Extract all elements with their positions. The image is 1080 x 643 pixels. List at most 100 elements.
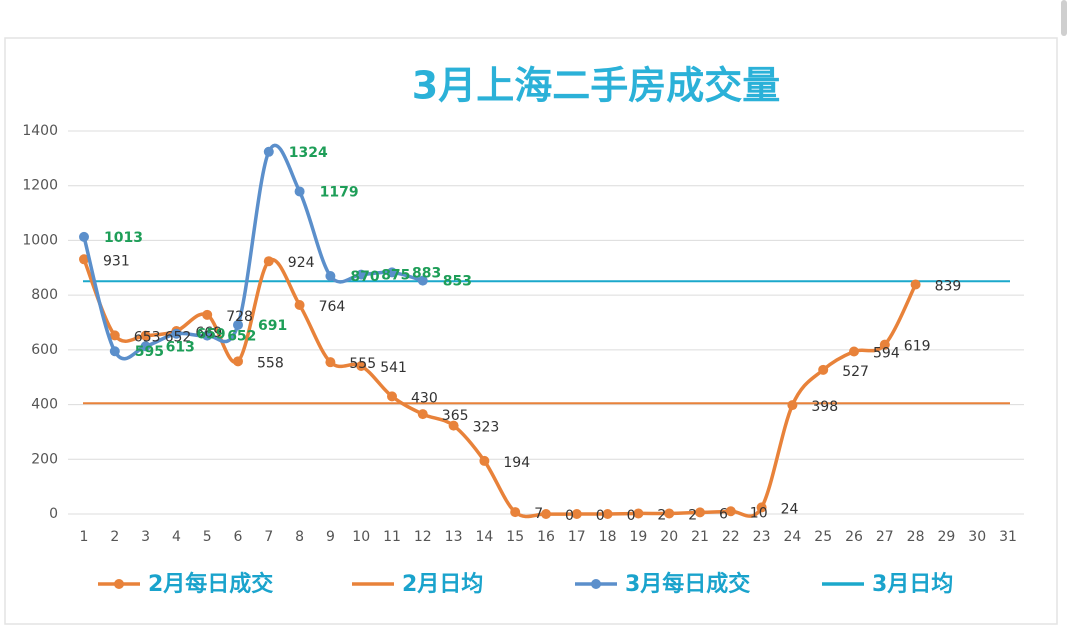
scrollbar [1061,0,1067,36]
x-tick-label: 8 [295,529,304,545]
point [787,400,798,411]
data-label: 1013 [104,230,143,246]
x-tick-label: 15 [506,529,524,545]
point [202,309,213,320]
x-tick-label: 23 [753,529,771,545]
point [202,330,213,341]
data-label: 2 [657,507,666,523]
point [140,341,151,352]
x-tick-label: 4 [172,529,181,545]
x-tick-label: 18 [599,529,617,545]
point [325,270,336,281]
data-label: 398 [811,399,838,415]
point [849,346,859,357]
x-tick-label: 29 [937,529,955,545]
x-tick-label: 27 [876,529,894,545]
x-tick-label: 17 [568,529,586,545]
chart-frame [4,37,1058,625]
legend-label: 2月每日成交 [148,571,273,597]
x-tick-label: 31 [999,529,1017,545]
data-label: 613 [166,339,195,355]
data-label: 853 [443,274,472,290]
point [79,254,89,265]
x-tick-label: 14 [475,529,493,545]
data-label: 0 [565,508,574,524]
legend-marker [114,579,124,589]
data-label: 430 [411,390,438,406]
data-label: 839 [935,278,962,294]
data-label: 653 [134,329,161,345]
point [756,502,767,513]
y-tick-label: 1200 [22,178,58,194]
data-label: 595 [135,344,164,360]
x-tick-label: 25 [814,529,832,545]
point [510,507,521,518]
point [109,330,120,341]
data-label: 659 [196,327,225,343]
data-label: 870 [350,269,379,285]
point [263,146,274,157]
x-tick-label: 5 [203,529,212,545]
point [910,279,921,290]
point [387,391,397,402]
point [233,356,243,367]
point [725,506,736,517]
data-label: 669 [195,325,222,341]
point [294,299,305,310]
data-label: 652 [165,330,192,346]
point [356,269,367,280]
data-label: 2 [688,507,697,523]
y-tick-label: 0 [49,506,58,522]
data-label: 527 [842,364,869,380]
point [541,509,551,519]
point [571,509,582,519]
legend-marker [591,579,601,589]
x-tick-label: 12 [414,529,432,545]
x-tick-label: 9 [326,529,335,545]
x-tick-label: 21 [691,529,709,545]
data-label: 594 [873,345,900,361]
point [664,508,675,519]
x-tick-label: 10 [352,529,370,545]
data-label: 0 [596,508,605,524]
point [695,507,705,518]
data-label: 541 [380,360,407,376]
data-label: 924 [288,255,315,271]
point [325,357,336,368]
data-label: 24 [781,501,799,517]
x-tick-label: 16 [537,529,555,545]
data-label: 875 [381,268,410,284]
legend-label: 3月每日成交 [625,571,750,597]
data-label: 691 [258,318,287,334]
data-label: 555 [349,356,376,372]
data-label: 1179 [320,184,359,200]
point [387,267,397,278]
y-tick-label: 200 [31,451,58,467]
data-label: 883 [412,265,441,281]
point [140,330,151,341]
x-tick-label: 7 [264,529,273,545]
y-tick-label: 1000 [22,232,58,248]
data-label: 6 [719,506,728,522]
data-label: 323 [473,420,500,436]
data-label: 558 [257,355,284,371]
data-label: 10 [750,505,768,521]
point [448,420,459,431]
data-label: 7 [534,506,543,522]
x-tick-label: 26 [845,529,863,545]
point [263,256,274,267]
x-tick-label: 11 [383,529,401,545]
point [602,509,613,519]
point [417,275,428,286]
plot [79,143,1010,519]
data-label: 931 [103,253,130,269]
x-tick-label: 20 [660,529,678,545]
x-tick-label: 22 [722,529,740,545]
x-tick-label: 1 [80,529,89,545]
x-tick-label: 28 [907,529,925,545]
y-tick-label: 1400 [22,123,58,139]
data-label: 764 [319,299,346,315]
